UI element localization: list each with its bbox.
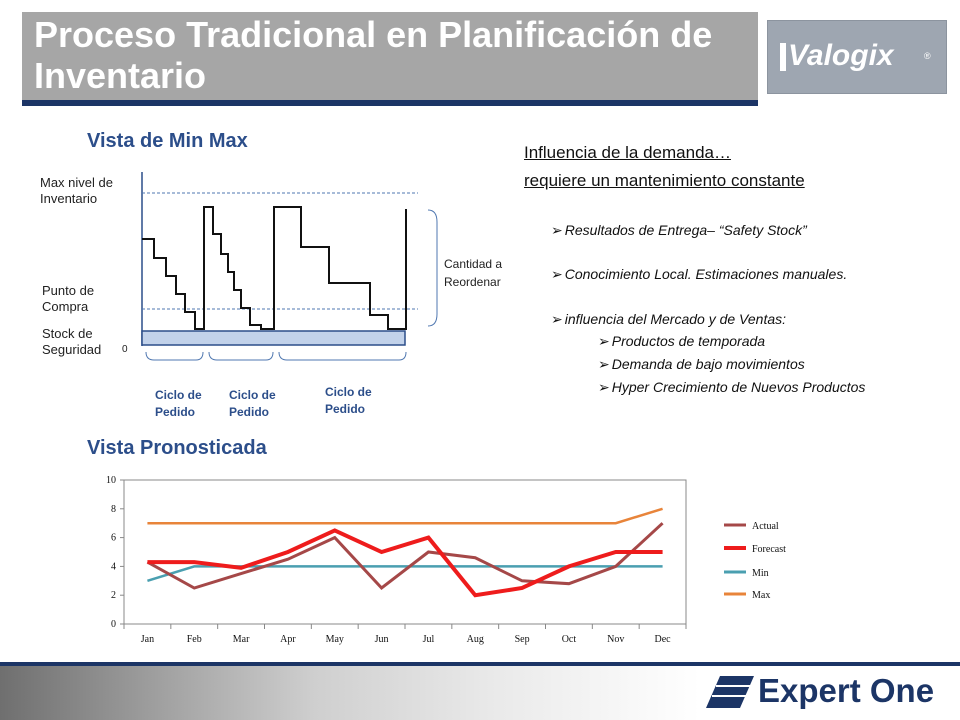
arrow-bullet-icon: ➢	[551, 222, 563, 238]
bullet-text: influencia del Mercado y de Ventas:	[564, 311, 787, 327]
sub-bullet-text: Hyper Crecimiento de Nuevos Productos	[611, 379, 866, 395]
sub-bullet-low-movement: ➢ Demanda de bajo movimientos	[598, 356, 805, 373]
x-tick-label: Feb	[187, 634, 202, 645]
x-tick-label: Jan	[141, 634, 154, 645]
x-tick-label: Nov	[607, 634, 624, 645]
y-tick-label: 4	[111, 561, 116, 572]
reorder-point-label: Punto de Compra	[42, 283, 95, 314]
valogix-logo: Valogix ®	[767, 20, 947, 94]
logo-text: Valogix	[788, 39, 894, 72]
series-line-actual	[146, 522, 664, 591]
expert-one-logo-icon	[706, 676, 754, 708]
cycle-bracket-3	[278, 351, 407, 361]
footer-photo	[0, 666, 700, 720]
sub-bullet-text: Demanda de bajo movimientos	[611, 356, 805, 372]
series-line-max	[147, 507, 663, 525]
max-label: Max nivel de Inventario	[40, 175, 113, 206]
arrow-bullet-icon: ➢	[598, 333, 610, 349]
inventory-staircase	[142, 206, 407, 330]
reorder-qty-bracket	[427, 209, 438, 327]
plot-area	[123, 479, 687, 625]
zero-label: 0	[122, 344, 128, 355]
bullet-local-knowledge: ➢ Conocimiento Local. Estimaciones manual…	[551, 266, 847, 283]
arrow-bullet-icon: ➢	[551, 311, 563, 327]
y-tick-label: 10	[106, 475, 116, 486]
influence-line-1: Influencia de la demanda…	[524, 143, 731, 162]
logo-mark-icon	[780, 43, 786, 71]
safety-stock-band	[141, 330, 406, 346]
expert-one-brand: Expert One	[758, 672, 935, 709]
cycle-label-2: Ciclo de Pedido	[229, 388, 276, 419]
cycle-label-3: Ciclo de Pedido	[325, 385, 372, 416]
cycle-bracket-1	[145, 351, 204, 361]
legend-label-actual: Actual	[752, 521, 779, 532]
forecast-heading: Vista Pronosticada	[87, 437, 267, 459]
cycle-bracket-2	[208, 351, 274, 361]
legend-label-forecast: Forecast	[752, 544, 786, 555]
x-tick-label: Sep	[515, 634, 530, 645]
x-tick-label: Apr	[280, 634, 296, 645]
x-tick-label: Jun	[375, 634, 389, 645]
x-tick-label: Dec	[655, 634, 672, 645]
legend-label-max: Max	[752, 590, 770, 601]
footer-line	[0, 662, 960, 666]
title-bar	[22, 12, 758, 100]
y-tick-label: 2	[111, 590, 116, 601]
series-line-forecast	[147, 528, 663, 598]
sub-bullet-seasonal: ➢ Productos de temporada	[598, 333, 765, 350]
influence-line-2: requiere un mantenimiento constante	[524, 171, 805, 190]
safety-stock-label: Stock de Seguridad	[42, 326, 102, 357]
arrow-bullet-icon: ➢	[598, 356, 610, 372]
x-tick-label: Aug	[467, 634, 484, 645]
sub-bullet-text: Productos de temporada	[611, 333, 766, 349]
minmax-heading: Vista de Min Max	[87, 130, 248, 152]
bullet-text: Resultados de Entrega– “Safety Stock”	[564, 222, 807, 238]
x-tick-label: Jul	[423, 634, 435, 645]
logo-registered-mark: ®	[924, 51, 931, 61]
title-underline	[22, 100, 758, 106]
x-tick-label: Mar	[233, 634, 250, 645]
cycle-label-1: Ciclo de Pedido	[155, 388, 202, 419]
arrow-bullet-icon: ➢	[551, 266, 563, 282]
bullet-text: Conocimiento Local. Estimaciones manuale…	[564, 266, 848, 282]
arrow-bullet-icon: ➢	[598, 379, 610, 395]
page-title: Proceso Tradicional en Planificación de …	[34, 14, 713, 96]
bullet-delivery: ➢ Resultados de Entrega– “Safety Stock”	[551, 222, 807, 239]
x-tick-label: Oct	[562, 634, 577, 645]
legend-label-min: Min	[752, 568, 769, 579]
y-tick-label: 8	[111, 504, 116, 515]
reorder-qty-label: Cantidad a Reordenar	[444, 257, 503, 289]
x-tick-label: May	[326, 634, 344, 645]
sub-bullet-hyper-growth: ➢ Hyper Crecimiento de Nuevos Productos	[598, 379, 865, 396]
y-tick-label: 6	[111, 533, 116, 544]
bullet-market-influence: ➢ influencia del Mercado y de Ventas:	[551, 311, 786, 328]
y-tick-label: 0	[111, 619, 116, 630]
